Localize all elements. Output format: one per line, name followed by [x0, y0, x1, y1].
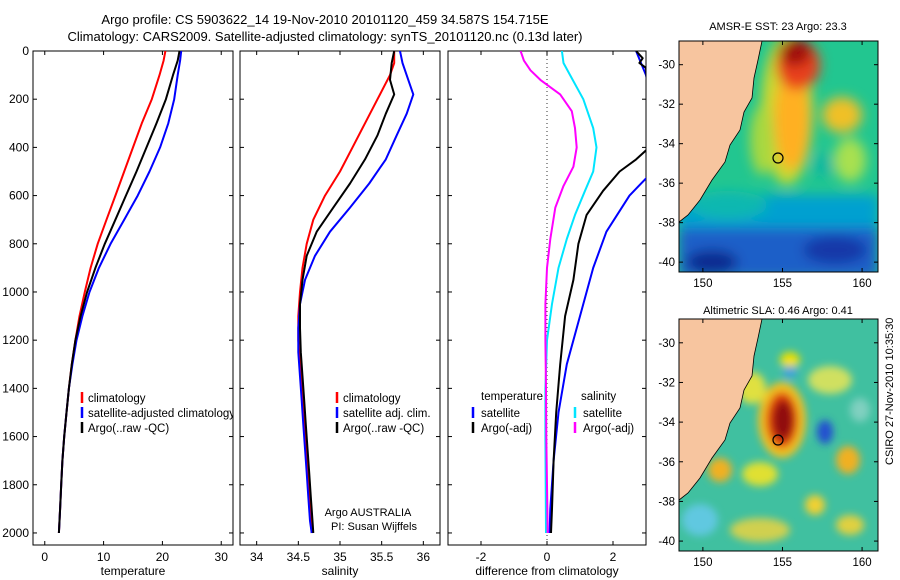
sla-argo-marker — [772, 434, 784, 446]
x-tick-label: 10 — [97, 550, 111, 564]
sla-map-frame — [678, 318, 879, 552]
legend-label: Argo(-adj) — [481, 423, 532, 435]
sst-land — [679, 41, 762, 222]
x-tick-label: 0 — [41, 550, 48, 564]
y-tick-label: 1000 — [2, 285, 29, 299]
series-line-argo-adj- — [519, 51, 578, 534]
x-tick-label: 35.5 — [370, 550, 394, 564]
legend-title-temperature: temperature — [481, 391, 543, 403]
y-tick-label: 400 — [9, 140, 29, 154]
legend-label: Argo(-adj) — [583, 423, 634, 435]
map-y-tick-label: -32 — [658, 99, 675, 111]
x-tick-label: 34 — [250, 550, 264, 564]
y-tick-label: 1600 — [2, 430, 29, 444]
legend-label: Argo(..raw -QC) — [88, 423, 169, 435]
y-tick-label: 800 — [9, 237, 29, 251]
series-line-satellite-adj-clim- — [297, 51, 415, 534]
map-x-tick-label: 155 — [773, 278, 792, 290]
map-y-tick-label: -38 — [658, 496, 675, 508]
figure-title-line2: Climatology: CARS2009. Satellite-adjuste… — [67, 29, 583, 44]
map-x-tick-label: 155 — [773, 557, 792, 569]
legend: climatology satellite-adjusted climatolog… — [80, 392, 235, 435]
map-y-tick-label: -40 — [658, 536, 675, 548]
legend-label: satellite-adjusted climatology — [88, 408, 235, 420]
map-y-tick-label: -34 — [658, 417, 675, 429]
profile-panel-2: 34 34.5 35 35.5 36 salinity climatology satelli… — [239, 50, 441, 578]
legend-label: climatology — [88, 393, 146, 405]
profile-panel-1: 0 200 400 600 800 1000 1200 1400 1600 1800 2000 0 10… — [2, 44, 235, 578]
x-tick-label: 20 — [156, 550, 170, 564]
legend: temperature salinity satellite Argo(-adj) sa… — [471, 391, 634, 435]
legend: climatology satellite adj. clim. Argo(..ra… — [335, 392, 431, 435]
sst-anomaly-field — [679, 41, 878, 272]
sla-coastline — [679, 319, 763, 501]
series-line-argo-raw-qc- — [57, 51, 181, 534]
sla-map: Altimetric SLA: 0.46 Argo: 0.41 — [658, 305, 879, 569]
map-y-tick-label: -40 — [658, 257, 675, 269]
x-axis-label: salinity — [322, 564, 359, 578]
y-tick-label: 0 — [22, 44, 29, 58]
y-tick-label: 1800 — [2, 478, 29, 492]
legend-label: Argo(..raw -QC) — [343, 423, 424, 435]
sla-anomaly-field — [682, 352, 870, 542]
x-axis-label: difference from climatology — [475, 564, 618, 578]
panel-frame — [32, 50, 234, 546]
series-line-argo-raw-qc- — [299, 51, 396, 534]
y-tick-label: 1400 — [2, 381, 29, 395]
annotation-program: Argo AUSTRALIA — [325, 507, 412, 519]
x-tick-label: 34.5 — [287, 550, 311, 564]
sla-land — [679, 319, 762, 500]
x-tick-label: 36 — [417, 550, 431, 564]
panel-frame — [239, 50, 441, 546]
x-tick-label: 35 — [333, 550, 347, 564]
legend-title-salinity: salinity — [581, 391, 616, 403]
map-y-tick-label: -32 — [658, 377, 675, 389]
sst-map: AMSR-E SST: 23 Argo: 23.3 — [658, 21, 879, 290]
y-tick-label: 2000 — [2, 526, 29, 540]
series-line-argo-adj- — [550, 51, 646, 534]
map-y-tick-label: -30 — [658, 60, 675, 72]
x-tick-label: -2 — [476, 550, 487, 564]
map-x-tick-label: 150 — [693, 278, 712, 290]
map-y-tick-label: -30 — [658, 338, 675, 350]
map-x-tick-label: 160 — [852, 557, 871, 569]
y-tick-label: 1200 — [2, 333, 29, 347]
x-tick-label: 30 — [215, 550, 229, 564]
sst-coastline — [679, 41, 763, 223]
y-tick-label: 600 — [9, 189, 29, 203]
sst-map-title: AMSR-E SST: 23 Argo: 23.3 — [709, 21, 847, 33]
legend-label: satellite — [583, 408, 622, 420]
sst-map-frame — [678, 40, 879, 273]
map-y-tick-label: -36 — [658, 178, 675, 190]
map-x-tick-label: 160 — [852, 278, 871, 290]
sla-map-title: Altimetric SLA: 0.46 Argo: 0.41 — [703, 305, 853, 317]
map-y-tick-label: -36 — [658, 457, 675, 469]
annotation-pi: PI: Susan Wijffels — [331, 521, 417, 533]
x-tick-label: 2 — [610, 550, 617, 564]
x-axis-label: temperature — [101, 564, 166, 578]
y-tick-label: 200 — [9, 92, 29, 106]
map-y-tick-label: -38 — [658, 218, 675, 230]
figure-title-line1: Argo profile: CS 5903622_14 19-Nov-2010 … — [101, 12, 549, 27]
x-tick-label: 0 — [544, 550, 551, 564]
timestamp-stamp: CSIRO 27-Nov-2010 10:35:30 — [884, 318, 896, 465]
legend-label: satellite adj. clim. — [343, 408, 431, 420]
sst-argo-marker — [772, 152, 784, 164]
legend-label: satellite — [481, 408, 520, 420]
legend-label: climatology — [343, 393, 401, 405]
map-y-tick-label: -34 — [658, 139, 675, 151]
map-x-tick-label: 150 — [693, 557, 712, 569]
